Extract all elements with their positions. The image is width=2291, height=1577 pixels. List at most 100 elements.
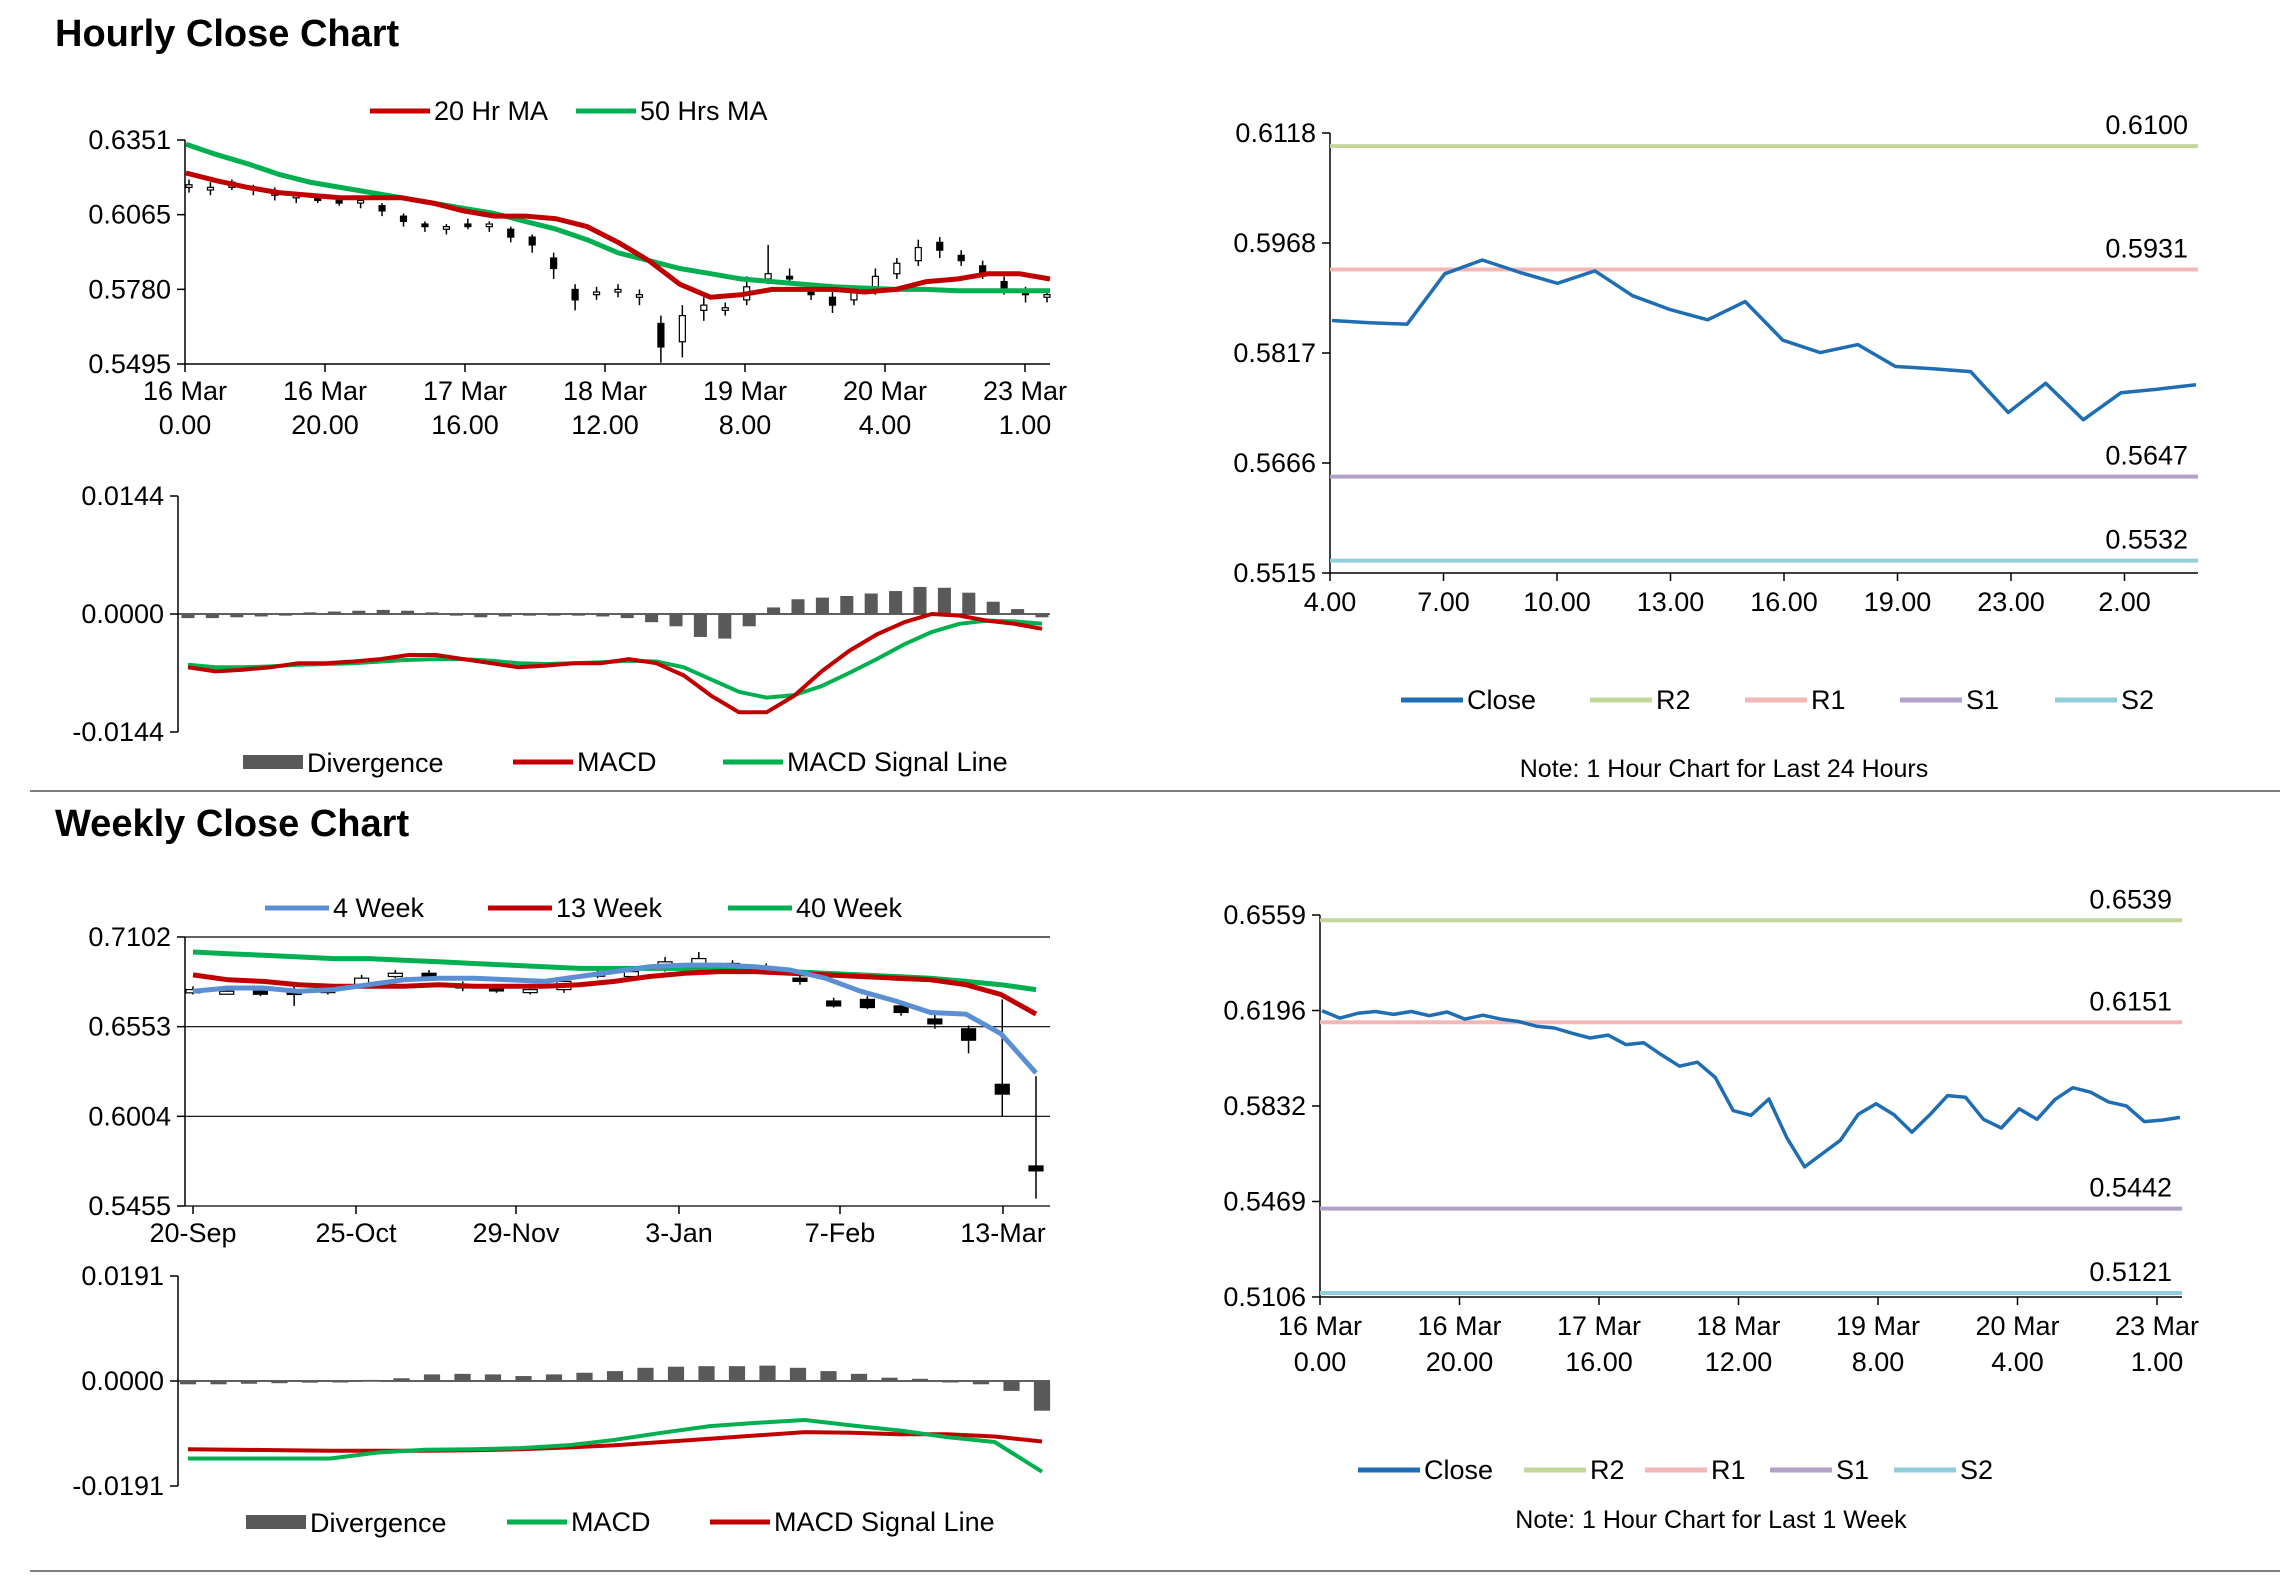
hourly-candle-body <box>442 226 450 230</box>
weekly-levels-level-r2-value: 0.6539 <box>2089 884 2172 914</box>
weekly-macd-divergence-bar <box>850 1373 868 1381</box>
weekly-macd-divergence-bar <box>820 1371 837 1381</box>
hourly-macd-divergence-bar <box>547 614 561 616</box>
hourly-price-x-label: 20.00 <box>291 410 359 440</box>
hourly-levels-legend-s1-label: S1 <box>1966 685 1999 715</box>
hourly-candle-body <box>678 314 686 343</box>
hourly-macd-divergence-bar <box>254 614 268 617</box>
weekly-macd-divergence-bar <box>301 1381 319 1383</box>
weekly-macd-divergence-bar <box>606 1371 624 1381</box>
hourly-macd-divergence-bar <box>889 591 903 614</box>
hourly-macd-divergence-bar <box>571 614 585 616</box>
hourly-price-y-tick-label: 0.6351 <box>88 125 171 155</box>
weekly-levels-level-s2-value: 0.5121 <box>2089 1257 2172 1287</box>
hourly-levels-close-line <box>1331 258 2197 422</box>
hourly-levels-legend-r2-label: R2 <box>1656 685 1691 715</box>
hourly-levels-level-r1-value: 0.5931 <box>2105 233 2188 263</box>
hourly-candle-body <box>464 223 472 228</box>
hourly-macd-divergence-bar <box>791 599 805 614</box>
weekly-candle-body <box>927 1018 943 1025</box>
weekly-macd-divergence-bar <box>759 1365 776 1381</box>
weekly-macd-divergence-bar <box>484 1374 502 1381</box>
weekly-levels-x-label: 8.00 <box>1852 1347 1905 1377</box>
hourly-levels-x-label: 10.00 <box>1523 587 1591 617</box>
hourly-macd-divergence-bar <box>669 614 683 627</box>
weekly-macd-signal-line <box>187 1430 1043 1453</box>
weekly-macd-divergence-bar <box>393 1378 410 1381</box>
hourly-levels-x-label: 23.00 <box>1977 587 2045 617</box>
weekly-price-y-tick-label: 0.5455 <box>88 1191 171 1221</box>
hourly-candle-body <box>507 228 515 238</box>
hourly-macd-legend-macd-label: MACD <box>577 747 657 777</box>
weekly-price-x-label: 3-Jan <box>645 1218 713 1248</box>
weekly-macd-legend-macd-label: MACD <box>571 1507 651 1537</box>
hourly-ma50-line <box>185 141 1050 294</box>
weekly-price-x-label: 7-Feb <box>805 1218 876 1248</box>
hourly-candle-body <box>485 223 493 228</box>
weekly-candle-body <box>387 972 403 978</box>
hourly-macd-legend-divergence-label: Divergence <box>307 748 444 778</box>
weekly-macd-divergence-bar <box>362 1379 380 1382</box>
hourly-candle-body <box>528 236 536 246</box>
hourly-candle-body <box>550 257 558 270</box>
weekly-price-x-label: 13-Mar <box>960 1218 1046 1248</box>
weekly-levels-legend-close-label: Close <box>1424 1455 1493 1485</box>
weekly-levels-level-r1-value: 0.6151 <box>2089 986 2172 1016</box>
weekly-macd-y-tick-label: 0.0191 <box>81 1261 164 1291</box>
hourly-candle-body <box>914 246 922 262</box>
weekly-macd-divergence-bar <box>667 1366 685 1381</box>
hourly-macd-divergence-bar <box>815 597 829 614</box>
weekly-levels-x-label: 16 Mar <box>1278 1311 1362 1341</box>
hourly-price-x-label: 1.00 <box>999 410 1052 440</box>
hourly-macd-signal-line <box>187 618 1043 700</box>
hourly-macd-divergence-bar <box>181 614 195 619</box>
weekly-levels-legend-s1-label: S1 <box>1836 1455 1869 1485</box>
weekly-macd-divergence-bar <box>698 1366 715 1381</box>
hourly-levels-x-label: 2.00 <box>2098 587 2151 617</box>
hourly-macd-divergence-bar <box>498 614 512 617</box>
weekly-levels-x-label: 20.00 <box>1426 1347 1494 1377</box>
hourly-levels-x-label: 13.00 <box>1637 587 1705 617</box>
hourly-candle-body <box>399 215 408 222</box>
weekly-price-y-tick-label: 0.7102 <box>88 922 171 952</box>
weekly-levels-y-tick-label: 0.5469 <box>1223 1187 1306 1217</box>
hourly-macd-divergence-bar <box>962 592 976 614</box>
hourly-price-x-label: 20 Mar <box>843 376 927 406</box>
hourly-macd-divergence-bar <box>864 593 878 614</box>
weekly-price-x-label: 20-Sep <box>149 1218 236 1248</box>
weekly-levels-y-tick-label: 0.5832 <box>1223 1091 1306 1121</box>
hourly-macd-divergence-bar <box>645 614 659 623</box>
hourly-levels-legend-r1-label: R1 <box>1811 685 1846 715</box>
weekly-levels-legend-r2-label: R2 <box>1590 1455 1625 1485</box>
weekly-candle-body <box>960 1028 977 1041</box>
weekly-levels-x-label: 4.00 <box>1991 1347 2044 1377</box>
weekly-levels-x-label: 12.00 <box>1705 1347 1773 1377</box>
weekly-w4-line <box>192 962 1038 1075</box>
weekly-macd-divergence-bar <box>789 1367 807 1381</box>
weekly-candle-body <box>1028 1165 1044 1172</box>
weekly-macd-divergence-bar <box>423 1374 441 1381</box>
hourly-macd-chart: 0.0144 0.0000 -0.0144 Divergence MACD MACD Si… <box>72 481 1050 778</box>
hourly-levels-x-label: 16.00 <box>1750 587 1818 617</box>
hourly-section-title: Hourly Close Chart <box>55 13 400 55</box>
hourly-price-x-label: 16 Mar <box>283 376 367 406</box>
hourly-candle-body <box>421 223 429 228</box>
weekly-levels-x-label: 23 Mar <box>2115 1311 2199 1341</box>
weekly-candle-body <box>826 1000 842 1007</box>
weekly-levels-x-label: 19 Mar <box>1836 1311 1920 1341</box>
hourly-price-x-label: 16 Mar <box>143 376 227 406</box>
weekly-macd-divergence-bar <box>911 1378 929 1381</box>
hourly-candle-body <box>657 322 665 348</box>
hourly-macd-divergence-bar <box>523 614 537 616</box>
hourly-macd-divergence-bar <box>718 614 732 639</box>
weekly-macd-divergence-bar <box>881 1377 898 1381</box>
hourly-candle-body <box>1043 294 1051 298</box>
hourly-candle-body <box>957 254 965 262</box>
weekly-macd-divergence-bar <box>515 1376 532 1381</box>
hourly-macd-legend-signal-label: MACD Signal Line <box>787 747 1008 777</box>
hourly-macd-divergence-bar <box>596 614 610 617</box>
hourly-macd-divergence-bar <box>937 587 951 614</box>
